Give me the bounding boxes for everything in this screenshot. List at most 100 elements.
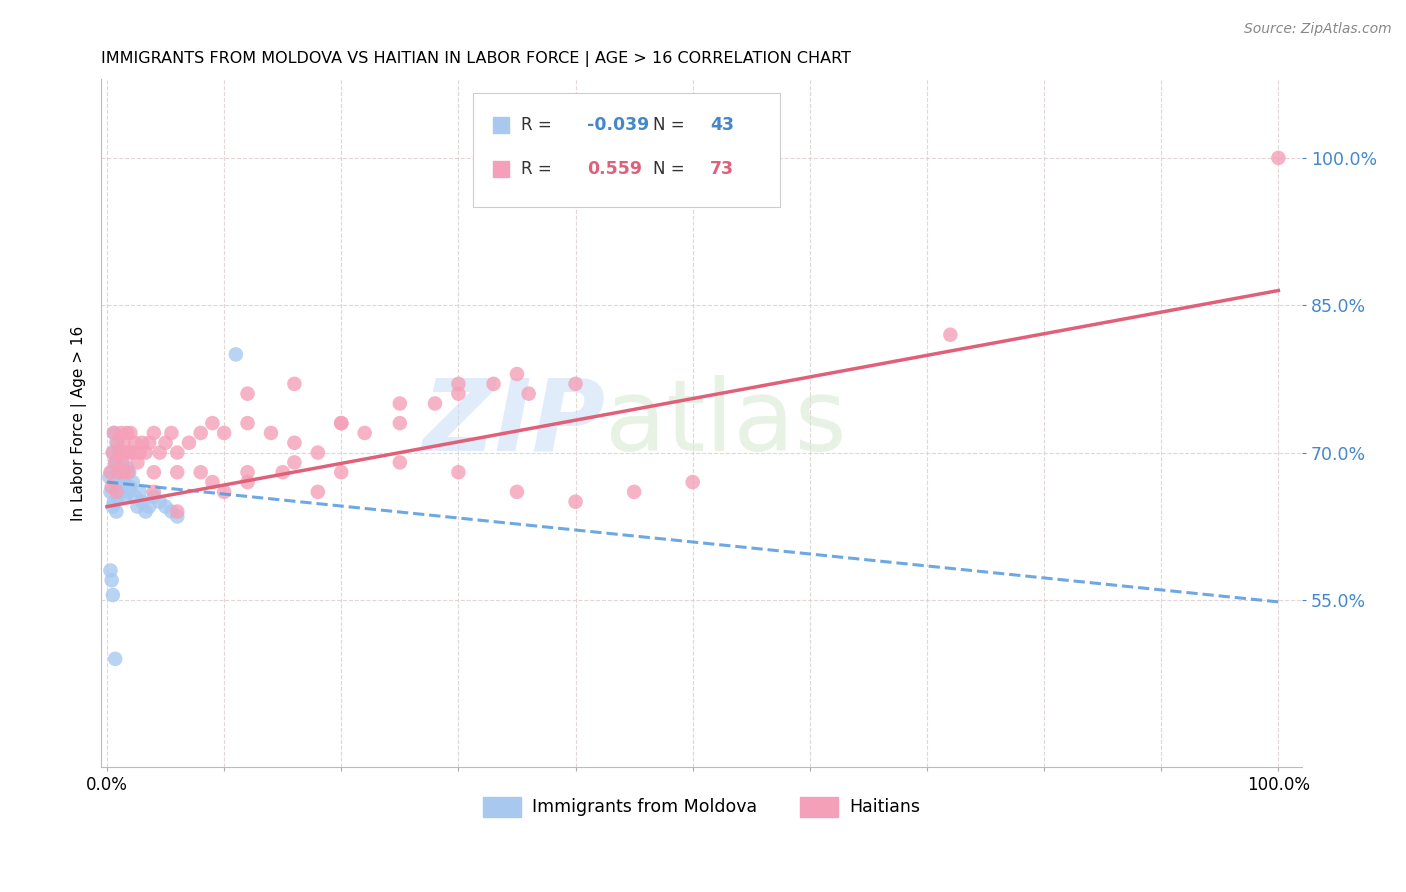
Point [114,490,136,504]
Text: ZIP: ZIP [422,375,606,472]
Point [517,386,540,401]
Point [142,465,165,479]
Point [104,475,127,489]
Point [100,465,122,479]
Point [236,475,259,489]
Point [118,445,141,459]
Point [104,652,127,666]
Point [166,465,188,479]
Point [236,386,259,401]
Point [114,465,136,479]
Text: 0.559: 0.559 [588,160,643,178]
Point [124,490,146,504]
Point [201,475,224,489]
Point [260,425,283,440]
Text: Source: ZipAtlas.com: Source: ZipAtlas.com [1244,22,1392,37]
Point [124,435,146,450]
Point [283,455,305,469]
Point [166,509,188,524]
Point [108,465,131,479]
Point [110,425,132,440]
Point [506,484,529,499]
Point [104,455,127,469]
Point [103,425,125,440]
Point [166,504,188,518]
Point [114,445,136,459]
Point [166,445,188,459]
Point [236,416,259,430]
Point [110,445,132,459]
Point [127,455,149,469]
Point [121,475,143,489]
Point [283,376,305,391]
Point [330,416,353,430]
Point [107,445,129,459]
Y-axis label: In Labor Force | Age > 16: In Labor Force | Age > 16 [72,326,87,521]
Text: 73: 73 [710,160,734,178]
Point [107,455,129,469]
Point [117,465,139,479]
Text: R =: R = [522,160,553,178]
Point [100,465,122,479]
Point [114,475,136,489]
Point [138,435,160,450]
Point [100,564,122,578]
Point [330,465,353,479]
Point [939,327,962,342]
Point [447,465,470,479]
Point [121,445,143,459]
Point [423,396,446,410]
Point [100,574,122,588]
Point [155,500,177,514]
Point [115,460,138,475]
Point [482,376,505,391]
Point [103,494,125,508]
Point [564,494,586,508]
Point [128,445,150,459]
Point [177,435,200,450]
Point [115,425,138,440]
Point [101,445,124,459]
Point [128,484,150,499]
Point [160,504,183,518]
Point [190,465,212,479]
Point [388,416,411,430]
Point [101,445,124,459]
Point [353,425,375,440]
Point [149,445,172,459]
Point [112,435,135,450]
Point [201,416,224,430]
Point [105,484,128,499]
Point [388,396,411,410]
Point [105,504,128,518]
Point [307,445,329,459]
Point [112,460,135,475]
Point [107,435,129,450]
Point [142,484,165,499]
Point [101,588,124,602]
Point [107,465,129,479]
Point [623,484,645,499]
Point [155,435,177,450]
Point [271,465,294,479]
Point [682,475,704,489]
Text: IMMIGRANTS FROM MOLDOVA VS HAITIAN IN LABOR FORCE | AGE > 16 CORRELATION CHART: IMMIGRANTS FROM MOLDOVA VS HAITIAN IN LA… [101,51,851,67]
Point [447,376,470,391]
FancyBboxPatch shape [474,93,779,207]
Point [100,484,122,499]
Text: 43: 43 [710,117,734,135]
Point [105,435,128,450]
Legend: Immigrants from Moldova, Haitians: Immigrants from Moldova, Haitians [477,789,927,823]
Point [506,367,529,381]
Point [111,455,134,469]
Point [388,455,411,469]
Point [1267,151,1289,165]
Point [307,484,329,499]
Point [447,386,470,401]
Point [127,500,149,514]
Point [283,435,305,450]
Point [107,490,129,504]
Point [100,480,122,494]
Point [118,465,141,479]
Point [110,484,132,499]
